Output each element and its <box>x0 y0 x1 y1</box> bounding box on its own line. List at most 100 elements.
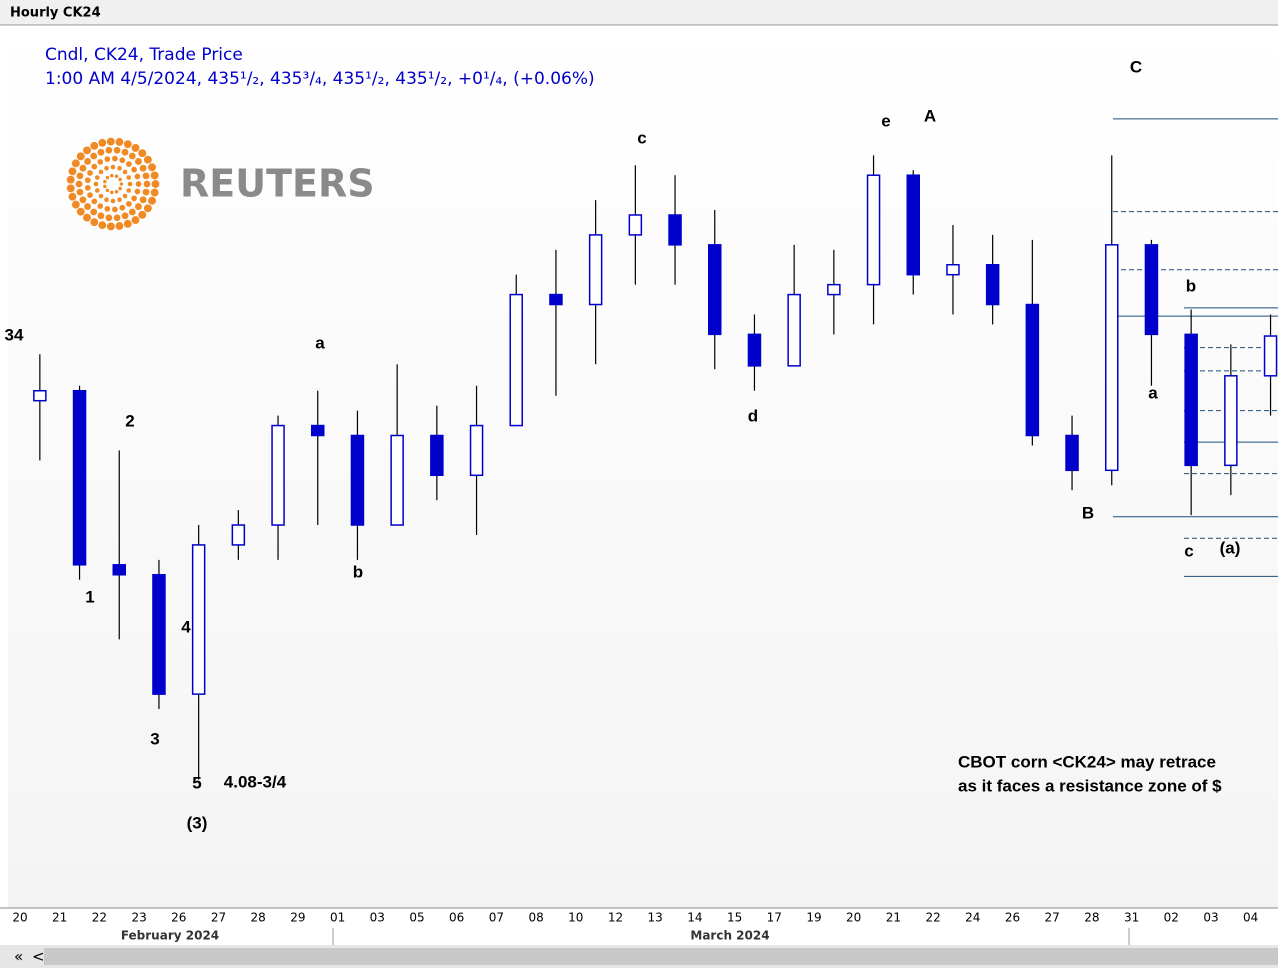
x-tick-label: 02 <box>1164 911 1179 925</box>
logo-dot <box>87 170 93 176</box>
logo-dot <box>105 175 110 180</box>
logo-dot <box>115 222 124 230</box>
wave-label: 2 <box>125 411 134 430</box>
logo-dot <box>79 196 87 204</box>
wave-label: b <box>353 562 363 581</box>
legend-line: Cndl, CK24, Trade Price <box>45 45 243 65</box>
logo-dot <box>127 181 133 187</box>
logo-dot <box>121 148 129 156</box>
logo-dot <box>71 159 80 168</box>
logo-dot <box>142 188 150 196</box>
logo-dot <box>87 192 93 198</box>
wave-label: A <box>924 106 936 125</box>
logo-dot <box>97 203 104 209</box>
logo-dot <box>112 206 118 213</box>
logo-dot <box>134 188 141 195</box>
candle-body <box>271 424 285 526</box>
month-label: March 2024 <box>690 929 769 943</box>
scroll-thumb[interactable] <box>44 948 1278 965</box>
candle-body <box>350 434 365 526</box>
x-tick-label: 21 <box>52 911 67 925</box>
x-tick-label: 12 <box>608 911 623 925</box>
logo-dot <box>106 222 115 231</box>
candle-body <box>72 389 87 566</box>
logo-dot <box>139 164 147 172</box>
x-tick-label: 06 <box>449 911 464 925</box>
legend-line: 1:00 AM 4/5/2024, 435¹/₂, 435³/₄, 435¹/₂… <box>45 69 595 89</box>
logo-dot <box>131 166 137 173</box>
candle-body <box>1105 244 1119 472</box>
wave-label: 4 <box>181 617 191 636</box>
logo-dot <box>84 203 91 210</box>
wave-label: 1 <box>85 587 94 606</box>
logo-dot <box>128 152 136 160</box>
x-tick-label: 26 <box>1005 911 1020 925</box>
logo-dot <box>143 180 151 188</box>
candle-body <box>231 524 246 546</box>
logo-dot <box>122 193 128 199</box>
logo-dot <box>90 141 99 150</box>
candle-body <box>827 283 841 296</box>
candle-body <box>191 544 206 695</box>
candle-body <box>906 174 920 276</box>
logo-dot <box>139 196 147 204</box>
logo-dot <box>126 201 132 207</box>
scroll-prev[interactable]: < <box>32 948 45 966</box>
x-tick-label: 28 <box>251 911 266 925</box>
logo-dot <box>118 177 122 182</box>
logo-dot <box>110 173 114 178</box>
x-tick-label: 01 <box>330 911 345 925</box>
logo-dot <box>104 206 111 212</box>
logo-dot <box>126 161 132 167</box>
logo-dot <box>148 196 157 205</box>
candle-body <box>1065 434 1079 472</box>
logo-dot <box>76 152 85 161</box>
candle-body <box>311 424 325 437</box>
caption: CBOT corn <CK24> may retrace <box>958 752 1216 771</box>
logo-dot <box>115 138 124 146</box>
title-bar <box>0 0 1278 25</box>
x-tick-label: 15 <box>727 911 742 925</box>
x-tick-label: 26 <box>171 911 186 925</box>
logo-dot <box>112 155 118 162</box>
candle-body <box>152 574 166 695</box>
logo-dot <box>151 180 160 188</box>
logo-dot <box>98 169 104 175</box>
logo-dot <box>105 188 110 193</box>
logo-dot <box>110 164 116 170</box>
logo-dot <box>119 182 124 186</box>
logo-dot <box>84 177 91 184</box>
logo-dot <box>83 146 91 155</box>
logo-dot <box>97 159 104 165</box>
x-tick-label: 20 <box>846 911 861 925</box>
wave-label: 34 <box>5 325 24 344</box>
logo-dot <box>97 148 105 156</box>
candle-body <box>946 263 960 276</box>
x-tick-label: 20 <box>12 911 27 925</box>
candle-body <box>1184 333 1198 467</box>
logo-dot <box>71 200 80 209</box>
logo-dot <box>98 221 107 230</box>
x-tick-label: 27 <box>1045 911 1060 925</box>
candle-body <box>549 293 563 306</box>
wave-label: a <box>315 333 325 352</box>
candle-body <box>668 214 682 246</box>
candle-body <box>866 174 881 286</box>
logo-dot <box>97 212 105 220</box>
x-tick-label: 08 <box>528 911 543 925</box>
x-tick-label: 13 <box>648 911 663 925</box>
x-tick-label: 22 <box>92 911 107 925</box>
scroll-first[interactable]: « <box>14 948 23 966</box>
candle-body <box>787 293 801 367</box>
logo-dot <box>131 143 140 152</box>
wave-label: 5 <box>192 773 201 792</box>
x-tick-label: 23 <box>131 911 146 925</box>
x-tick-label: 22 <box>925 911 940 925</box>
logo-dot <box>148 163 157 172</box>
logo-dot <box>131 216 140 225</box>
logo-dot <box>98 138 107 147</box>
logo-dot <box>76 172 84 180</box>
logo-dot <box>126 188 132 193</box>
logo-dot <box>84 184 91 191</box>
